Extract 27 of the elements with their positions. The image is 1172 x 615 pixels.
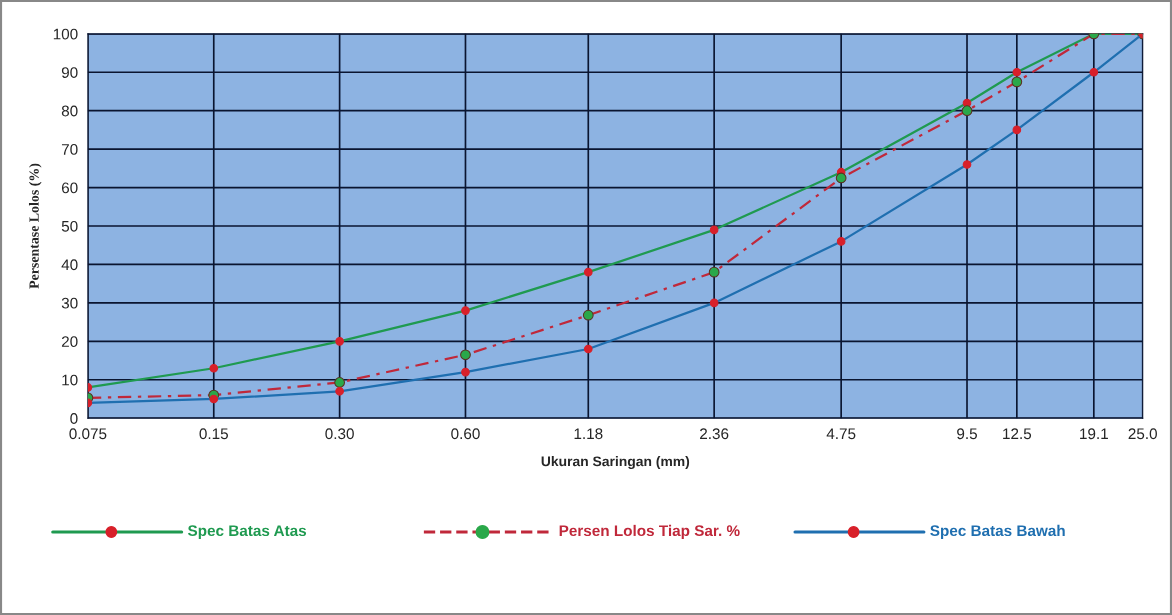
x-tick-label: 0.60: [451, 428, 480, 440]
y-tick-label: 20: [61, 336, 78, 348]
x-tick-label: 0.15: [199, 428, 228, 440]
y-tick-label: 90: [61, 67, 78, 78]
y-tick-label: 10: [62, 374, 78, 386]
y-tick-label: 60: [61, 182, 78, 194]
y-tick-label: 70: [61, 144, 78, 155]
x-tick-label: 12.5: [1003, 428, 1032, 440]
y-tick-label: 30: [61, 297, 78, 309]
x-tick-label: 1.18: [574, 428, 603, 440]
y-axis-title: Persentase Lolos (%): [28, 163, 42, 289]
x-tick-label: 25.0: [1128, 428, 1157, 440]
x-tick-label: 4.75: [826, 428, 856, 440]
y-tick-label: 100: [53, 28, 78, 40]
text: Spec Batas Atas: [187, 525, 307, 540]
y-tick-label: 40: [61, 259, 78, 271]
text: Spec Batas Bawah: [930, 524, 1065, 540]
x-tick-label: 2.36: [700, 428, 729, 440]
x-tick-label: 0.075: [69, 428, 107, 440]
y-tick-label: 0: [70, 413, 78, 424]
x-tick-label: 9.5: [957, 428, 977, 440]
text: Persen Lolos Tiap Sar. %: [559, 524, 740, 540]
y-tick-label: 80: [61, 105, 78, 117]
x-tick-label: 19.1: [1080, 428, 1108, 440]
y-tick-label: 50: [61, 220, 78, 232]
x-axis-title: Ukuran Saringan (mm): [541, 456, 690, 470]
x-tick-label: 0.30: [325, 428, 354, 440]
